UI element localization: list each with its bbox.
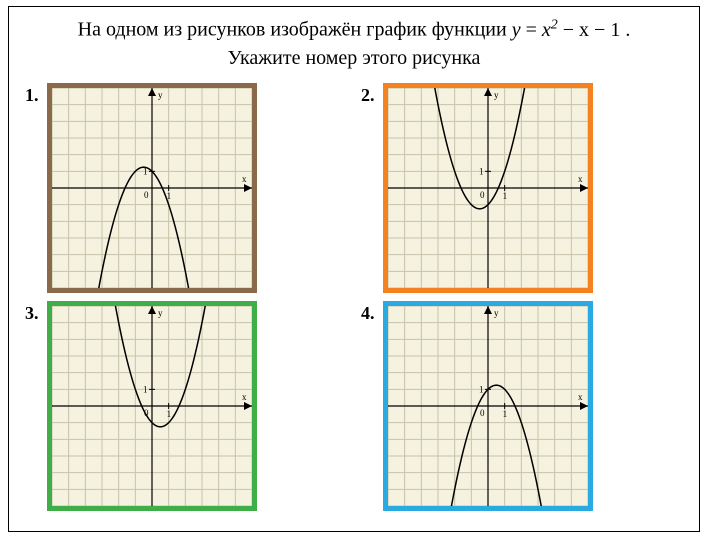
svg-text:0: 0 [480,408,485,418]
question-line2: Укажите номер этого рисунка [228,47,481,69]
parabola-chart: 011yx [52,88,252,288]
svg-text:1: 1 [503,409,508,419]
svg-text:x: x [242,174,247,184]
charts-grid: 1. 0 1 1 y x 2. 0 1 1 y x 3. 0 1 1 y x 4. 0 1 1 y x [19,79,691,515]
svg-text:x: x [578,392,583,402]
question-text: На одном из рисунков изображён график фу… [9,7,699,76]
parabola-chart: 0 1 1 y x [388,88,588,288]
svg-text:y: y [494,90,499,100]
svg-text:x: x [578,174,583,184]
row-2: 3. 0 1 1 y x 4. 0 1 1 y x [19,297,691,515]
cell-1: 1. 011yx [19,79,355,297]
chart-number-2: 2. [361,83,383,106]
svg-text:1: 1 [479,166,484,176]
chart-number-1: 1. [25,83,47,106]
cell-2: 2. 0 1 1 y x [355,79,691,297]
cell-3: 3. 011yx [19,297,355,515]
row-1: 1. 0 1 1 y x 2. 0 1 1 y x [19,79,691,297]
cell-4: 4. 0 1 1 y x [355,297,691,515]
parabola-chart: 011yx [52,306,252,506]
parabola-chart: 0 1 1 y x [388,306,588,506]
svg-text:1: 1 [479,384,484,394]
svg-text:x: x [242,392,247,402]
svg-text:y: y [158,308,163,318]
chart-number-4: 4. [361,301,383,324]
chart-box-3: 011yx [47,301,257,511]
question-line1-pre: На одном из рисунков изображён график фу… [78,19,512,41]
svg-text:0: 0 [144,190,149,200]
svg-text:1: 1 [503,191,508,201]
chart-box-2: 0 1 1 y x [383,83,593,293]
chart-number-3: 3. [25,301,47,324]
svg-text:y: y [494,308,499,318]
chart-box-1: 011yx [47,83,257,293]
chart-box-4: 0 1 1 y x [383,301,593,511]
formula: y = x2 − x − 1 . [512,19,631,41]
svg-text:1: 1 [167,409,172,419]
outer-frame: На одном из рисунков изображён график фу… [8,6,700,532]
svg-text:0: 0 [480,190,485,200]
svg-text:1: 1 [143,384,148,394]
svg-text:y: y [158,90,163,100]
